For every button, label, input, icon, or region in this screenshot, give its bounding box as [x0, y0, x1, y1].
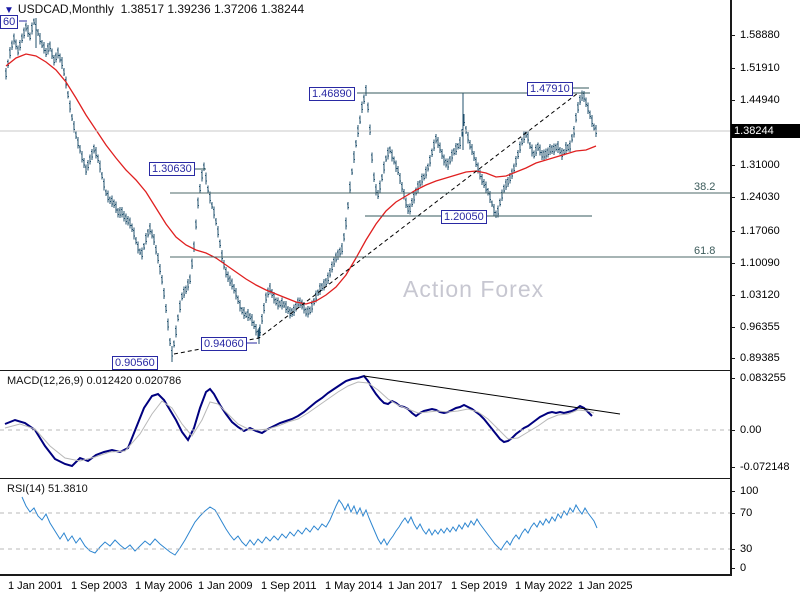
- axis-tick: [730, 430, 735, 431]
- watermark: Action Forex: [403, 276, 545, 302]
- rsi-title: RSI(14) 51.3810: [7, 483, 88, 495]
- axis-tick: [730, 513, 735, 514]
- sma-red: [5, 53, 597, 305]
- time-axis-label: 1 Sep 2019: [451, 580, 508, 592]
- axis-tick: [730, 295, 735, 296]
- axis-label: 0.89385: [740, 352, 780, 364]
- time-axis-label: 1 Jan 2025: [578, 580, 633, 592]
- symbol-dropdown-icon[interactable]: ▼: [4, 5, 14, 16]
- axis-tick: [730, 35, 735, 36]
- price-axis-line: [730, 0, 732, 575]
- time-axis-label: 1 Sep 2011: [261, 580, 317, 592]
- macd-indicator-chart[interactable]: [0, 371, 730, 479]
- price-tag-090560: 0.90560: [112, 356, 158, 370]
- axis-label: 0: [740, 562, 747, 574]
- axis-label: -0.072148: [740, 461, 790, 473]
- price-tag-130630: 1.30630: [149, 162, 195, 176]
- price-tag-60: 60: [0, 15, 19, 29]
- symbol-label: USDCAD,Monthly: [17, 2, 114, 16]
- axis-tick: [730, 68, 735, 69]
- price-tag-094060: 0.94060: [201, 337, 247, 351]
- axis-label: 1.03120: [740, 289, 780, 301]
- macd-line: [4, 374, 593, 468]
- axis-tick: [730, 263, 735, 264]
- axis-tick: [730, 467, 735, 468]
- time-axis-label: 1 Jan 2017: [388, 580, 443, 592]
- axis-tick: [730, 327, 735, 328]
- time-axis-label: 1 May 2022: [515, 580, 573, 592]
- macd-signal: [4, 381, 595, 462]
- axis-label: 1.24030: [740, 191, 780, 203]
- macd-title: MACD(12,26,9) 0.012420 0.020786: [7, 375, 182, 387]
- axis-label: 1.10090: [740, 257, 780, 269]
- axis-label: 0.083255: [740, 372, 786, 384]
- ohlc-values: 1.38517 1.39236 1.37206 1.38244: [120, 2, 305, 16]
- axis-label: 1.44940: [740, 94, 780, 106]
- main-macd-separator: [0, 370, 730, 371]
- axis-label: 1.51910: [740, 62, 780, 74]
- fib-618-label: 61.8: [694, 245, 716, 257]
- axis-label: 0.96355: [740, 321, 780, 333]
- axis-tick: [730, 358, 735, 359]
- axis-tick: [730, 100, 735, 101]
- macd-trendline: [363, 375, 621, 415]
- fib-382-label: 38.2: [694, 181, 716, 193]
- price-tag-120050: 1.20050: [441, 210, 487, 224]
- axis-label: 1.17060: [740, 225, 780, 237]
- axis-label: 70: [740, 507, 753, 519]
- chart-header: ▼ USDCAD,Monthly 1.38517 1.39236 1.37206 …: [4, 2, 304, 16]
- time-axis-label: 1 May 2006: [135, 580, 193, 592]
- time-axis-label: 1 Sep 2003: [71, 580, 128, 592]
- axis-tick: [730, 549, 735, 550]
- axis-label: 1.58880: [740, 29, 780, 41]
- axis-label: 1.31000: [740, 159, 780, 171]
- axis-label: 0.00: [740, 424, 762, 436]
- axis-tick: [730, 491, 735, 492]
- time-axis-line: [0, 574, 732, 576]
- time-axis-label: 1 Jan 2009: [198, 580, 253, 592]
- axis-label: 30: [740, 543, 753, 555]
- axis-tick: [730, 378, 735, 379]
- current-price-tag: 1.38244: [731, 124, 800, 138]
- rsi-indicator-chart[interactable]: [0, 479, 730, 575]
- axis-tick: [730, 165, 735, 166]
- price-tag-146890: 1.46890: [309, 87, 355, 101]
- macd-rsi-separator: [0, 478, 730, 479]
- axis-tick: [730, 197, 735, 198]
- axis-label: 100: [740, 485, 759, 497]
- time-axis-label: 1 May 2014: [325, 580, 383, 592]
- price-tag-147910: 1.47910: [527, 82, 573, 96]
- rsi-line: [21, 496, 598, 556]
- time-axis-label: 1 Jan 2001: [8, 580, 63, 592]
- main-price-chart[interactable]: [0, 0, 730, 371]
- usdcad-monthly-bars: [5, 18, 597, 362]
- axis-tick: [730, 231, 735, 232]
- axis-tick: [730, 568, 735, 569]
